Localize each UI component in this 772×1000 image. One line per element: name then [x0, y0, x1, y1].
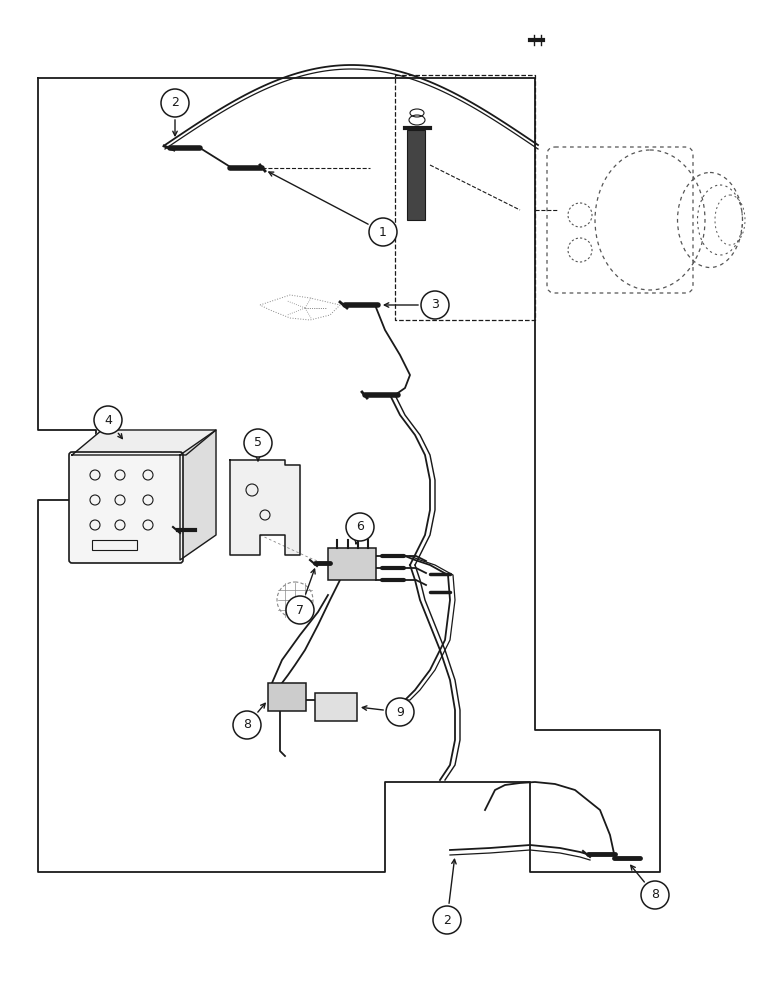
- Circle shape: [233, 711, 261, 739]
- Text: 8: 8: [651, 888, 659, 902]
- Circle shape: [641, 881, 669, 909]
- Bar: [92, 540, 137, 550]
- Circle shape: [421, 291, 449, 319]
- Bar: [268, 683, 306, 711]
- FancyBboxPatch shape: [69, 452, 183, 563]
- Text: 8: 8: [243, 718, 251, 732]
- Text: 4: 4: [104, 414, 112, 426]
- Text: 2: 2: [171, 97, 179, 109]
- Text: 7: 7: [296, 603, 304, 616]
- Bar: [328, 548, 376, 580]
- Circle shape: [433, 906, 461, 934]
- Circle shape: [286, 596, 314, 624]
- Text: 5: 5: [254, 436, 262, 450]
- Text: 1: 1: [379, 226, 387, 238]
- Bar: [407, 130, 425, 220]
- Text: 2: 2: [443, 914, 451, 926]
- Text: 6: 6: [356, 520, 364, 534]
- Polygon shape: [180, 430, 216, 560]
- Polygon shape: [72, 430, 216, 455]
- Circle shape: [244, 429, 272, 457]
- Circle shape: [94, 406, 122, 434]
- Circle shape: [386, 698, 414, 726]
- Text: 3: 3: [431, 298, 439, 312]
- Polygon shape: [230, 460, 300, 555]
- Text: 9: 9: [396, 706, 404, 718]
- Circle shape: [161, 89, 189, 117]
- Circle shape: [369, 218, 397, 246]
- Bar: [315, 693, 357, 721]
- Circle shape: [346, 513, 374, 541]
